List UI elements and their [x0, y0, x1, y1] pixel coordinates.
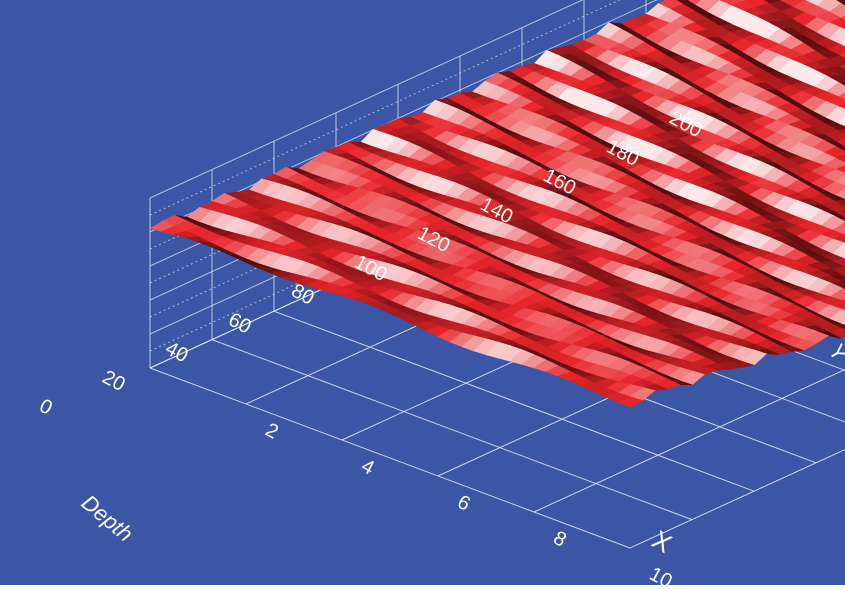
surface-plot: 0204060801001201401601802002468100246810… — [0, 0, 845, 585]
surface-plot-svg: 0204060801001201401601802002468100246810… — [0, 0, 845, 585]
